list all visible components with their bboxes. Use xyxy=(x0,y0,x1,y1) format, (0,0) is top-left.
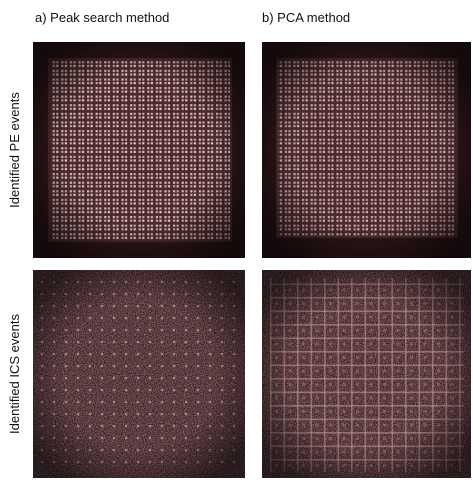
image-panel xyxy=(262,42,471,258)
image-panel xyxy=(33,270,245,478)
column-title: b) PCA method xyxy=(262,10,350,25)
figure: a) Peak search method b) PCA method Iden… xyxy=(0,0,473,480)
image-panel xyxy=(262,270,471,478)
row-label: Identified ICS events xyxy=(7,314,22,434)
row-label: Identified PE events xyxy=(7,92,22,208)
column-title: a) Peak search method xyxy=(35,10,169,25)
page: a) Peak search method b) PCA method Iden… xyxy=(0,0,473,480)
image-panel xyxy=(33,42,245,258)
